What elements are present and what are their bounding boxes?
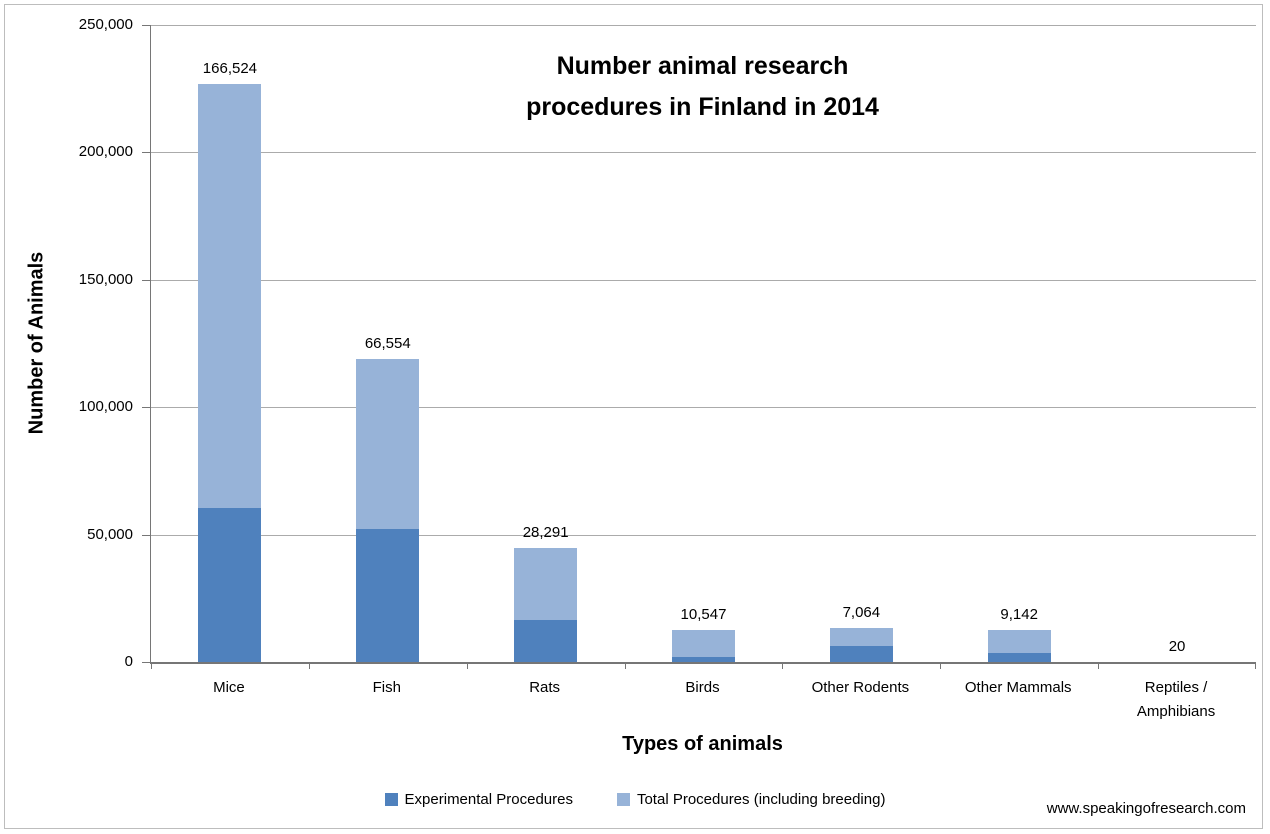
bar-mice-total [198, 83, 262, 508]
x-category-label-birds: Birds [624, 676, 782, 700]
x-tick-mark [624, 662, 626, 669]
legend-label-experimental: Experimental Procedures [404, 791, 573, 808]
data-label-other-rodents: 7,064 [842, 603, 881, 621]
x-axis-title: Types of animals [622, 733, 783, 755]
x-tick-mark [782, 662, 784, 669]
bar-birds-total [672, 630, 735, 657]
legend-item-total: Total Procedures (including breeding) [616, 791, 886, 808]
bar-fish-experimental [356, 528, 420, 662]
x-category-label-line: Fish [372, 679, 401, 696]
x-tick-mark [940, 662, 942, 669]
x-category-label-line: Other Rodents [811, 679, 910, 696]
x-tick-mark [1255, 662, 1256, 669]
y-tick-label: 0 [124, 653, 133, 670]
y-tick-mark [142, 534, 151, 536]
x-category-label-rats: Rats [466, 676, 624, 700]
y-tick-mark [142, 25, 151, 26]
x-category-label-reptiles-amphibians: Reptiles / Amphibians [1097, 676, 1255, 724]
data-label-rats: 28,291 [522, 523, 569, 541]
x-category-label-line: Mice [213, 679, 245, 696]
y-tick-mark [142, 407, 151, 409]
watermark-url: www.speakingofresearch.com [1046, 800, 1246, 817]
x-category-label-other-mammals: Other Mammals [939, 676, 1097, 700]
x-category-label-line: Reptiles / [1144, 679, 1208, 696]
x-tick-mark [151, 662, 152, 669]
data-label-birds: 10,547 [680, 606, 727, 624]
bar-birds-experimental [672, 656, 735, 662]
gridline [151, 279, 1256, 281]
x-category-label-line: Amphibians [1136, 703, 1216, 720]
y-tick-label: 250,000 [78, 16, 133, 33]
y-tick-mark [142, 152, 151, 154]
plot-area: 166,524 66,554 28,291 10,547 7,064 9,142 20 [142, 25, 1256, 669]
chart-title: Number animal research procedures in Fin… [150, 46, 1255, 128]
x-category-label-line: Rats [529, 679, 561, 696]
gridline [151, 534, 1256, 536]
legend-swatch-total [616, 793, 630, 806]
bar-other-rodents-experimental [829, 645, 893, 662]
gridline [151, 152, 1256, 154]
x-category-label-other-rodents: Other Rodents [781, 676, 939, 700]
x-tick-mark [1098, 662, 1100, 669]
gridline [151, 25, 1256, 26]
y-tick-mark [142, 662, 151, 663]
legend: Experimental Procedures Total Procedures… [0, 791, 1270, 808]
x-category-label-line: Other Mammals [964, 679, 1072, 696]
x-axis-category-labels: Mice Fish Rats Birds Other Rodents Other Mamm… [150, 676, 1255, 728]
bar-other-mammals-total [987, 630, 1051, 654]
bar-other-rodents-total [829, 627, 893, 646]
x-category-label-line: Birds [685, 679, 720, 696]
bar-rats-total [514, 547, 578, 620]
x-tick-mark [466, 662, 468, 669]
bar-mice-experimental [198, 507, 262, 662]
x-category-label-mice: Mice [150, 676, 308, 700]
y-tick-label: 150,000 [78, 270, 133, 288]
y-tick-label: 100,000 [78, 398, 133, 416]
data-label-mice: 166,524 [202, 59, 258, 77]
legend-item-experimental: Experimental Procedures [384, 791, 573, 808]
x-category-label-fish: Fish [308, 676, 466, 700]
chart-title-line1: Number animal research [556, 52, 849, 80]
y-tick-label: 200,000 [78, 143, 133, 161]
data-label-reptiles-amphibians: 20 [1168, 637, 1186, 655]
y-tick-label: 50,000 [87, 525, 133, 543]
x-tick-mark [308, 662, 310, 669]
legend-swatch-experimental [384, 793, 398, 806]
bar-rats-experimental [514, 619, 578, 662]
bar-other-mammals-experimental [987, 653, 1051, 662]
bar-fish-total [356, 359, 420, 529]
data-label-other-mammals: 9,142 [1000, 606, 1038, 624]
legend-label-total: Total Procedures (including breeding) [636, 791, 886, 808]
y-tick-mark [142, 279, 151, 281]
chart-title-line2: procedures in Finland in 2014 [526, 93, 879, 121]
data-label-fish: 66,554 [364, 335, 411, 353]
gridline [151, 407, 1256, 409]
